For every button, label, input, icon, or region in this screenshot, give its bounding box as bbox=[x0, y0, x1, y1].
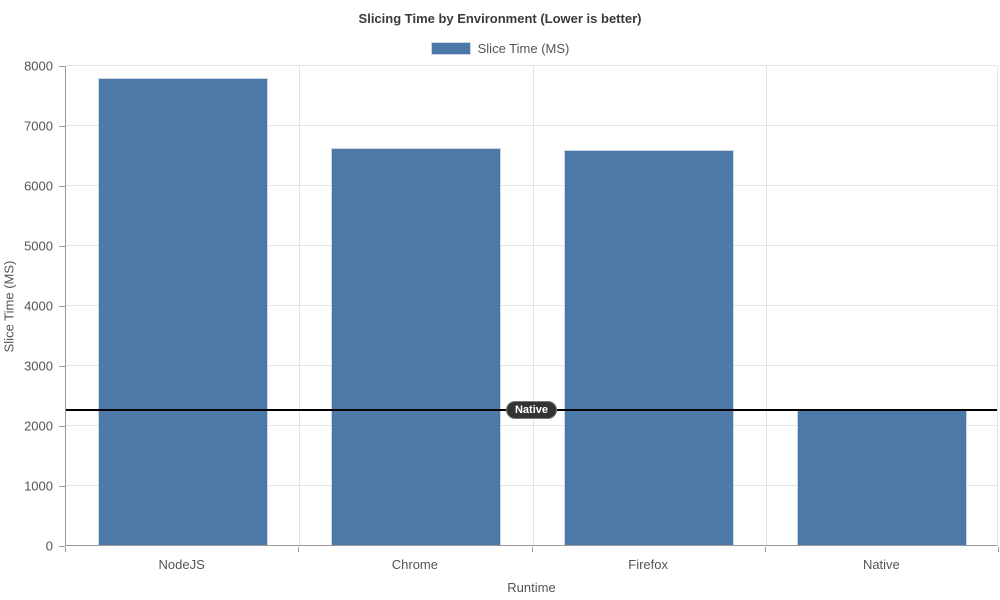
y-tick-label-3000: 3000 bbox=[24, 358, 53, 374]
y-tick-mark-1000 bbox=[59, 486, 65, 487]
x-axis-title: Runtime bbox=[507, 580, 556, 595]
plot-area: Native bbox=[65, 65, 998, 546]
x-tick-mark-4 bbox=[998, 547, 999, 552]
gridline-y-1000 bbox=[66, 485, 997, 486]
x-tick-label-firefox: Firefox bbox=[628, 557, 668, 572]
x-tick-label-chrome: Chrome bbox=[391, 557, 438, 572]
native-reference-line: Native bbox=[66, 401, 997, 419]
gridline-y-5000 bbox=[66, 245, 997, 246]
gridline-y-3000 bbox=[66, 365, 997, 366]
y-tick-mark-6000 bbox=[59, 186, 65, 187]
y-tick-label-7000: 7000 bbox=[24, 118, 53, 134]
gridline-y-2000 bbox=[66, 425, 997, 426]
y-tick-mark-7000 bbox=[59, 126, 65, 127]
y-tick-label-1000: 1000 bbox=[24, 478, 53, 494]
y-tick-mark-5000 bbox=[59, 246, 65, 247]
y-tick-mark-2000 bbox=[59, 426, 65, 427]
native-reference-label: Native bbox=[505, 401, 558, 419]
legend-swatch bbox=[430, 42, 471, 55]
bar-nodejs bbox=[98, 78, 268, 545]
bar-firefox bbox=[564, 150, 734, 545]
gridline-x-2 bbox=[533, 66, 534, 545]
y-tick-mark-8000 bbox=[59, 66, 65, 67]
legend: Slice Time (MS) bbox=[0, 41, 1000, 56]
gridline-y-8000 bbox=[66, 65, 997, 66]
x-tick-mark-0 bbox=[65, 547, 66, 552]
y-tick-label-5000: 5000 bbox=[24, 238, 53, 254]
bar-chrome bbox=[331, 148, 501, 545]
y-tick-label-0: 0 bbox=[45, 538, 53, 554]
y-tick-label-2000: 2000 bbox=[24, 418, 53, 434]
gridline-y-6000 bbox=[66, 185, 997, 186]
legend-label: Slice Time (MS) bbox=[477, 41, 570, 56]
gridline-x-1 bbox=[299, 66, 300, 545]
chart-title: Slicing Time by Environment (Lower is be… bbox=[358, 11, 642, 26]
gridline-x-3 bbox=[766, 66, 767, 545]
y-tick-mark-3000 bbox=[59, 366, 65, 367]
y-tick-label-4000: 4000 bbox=[24, 298, 53, 314]
x-tick-mark-3 bbox=[765, 547, 766, 552]
y-tick-label-6000: 6000 bbox=[24, 178, 53, 194]
x-tick-label-native: Native bbox=[862, 557, 900, 572]
x-tick-mark-2 bbox=[532, 547, 533, 552]
x-tick-label-nodejs: NodeJS bbox=[158, 557, 205, 572]
gridline-y-4000 bbox=[66, 305, 997, 306]
y-tick-mark-0 bbox=[59, 546, 65, 547]
y-tick-mark-4000 bbox=[59, 306, 65, 307]
y-tick-label-8000: 8000 bbox=[24, 58, 53, 74]
x-tick-mark-1 bbox=[298, 547, 299, 552]
bar-native bbox=[797, 410, 967, 545]
gridline-y-7000 bbox=[66, 125, 997, 126]
